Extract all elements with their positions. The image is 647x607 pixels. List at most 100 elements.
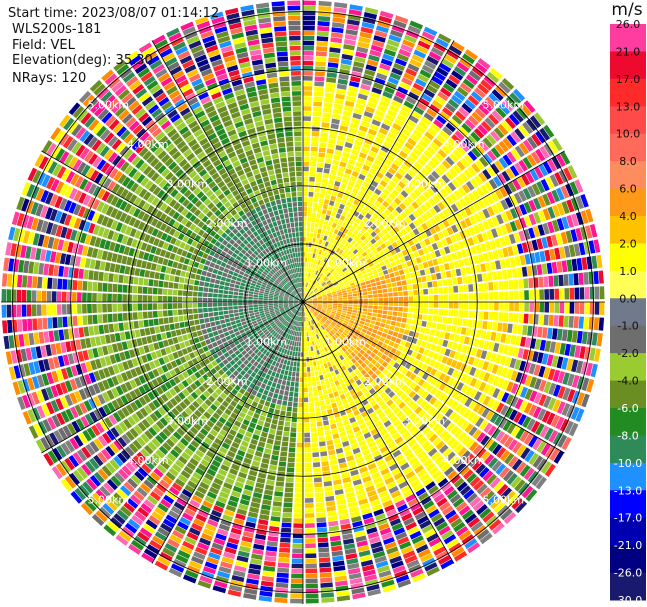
range-gate <box>292 308 296 313</box>
range-gate <box>321 122 330 128</box>
range-gate <box>246 362 253 369</box>
range-gate <box>330 314 335 318</box>
range-gate <box>402 417 411 426</box>
range-gate <box>512 346 520 358</box>
range-gate <box>559 418 570 432</box>
range-gate <box>225 477 235 485</box>
range-gate <box>322 283 327 288</box>
range-gate <box>304 262 307 267</box>
range-gate <box>524 302 529 312</box>
range-gate <box>221 348 228 354</box>
range-gate <box>499 355 507 366</box>
range-gate <box>304 462 312 468</box>
range-gate <box>424 238 431 246</box>
range-gate <box>346 264 352 270</box>
range-gate <box>328 57 340 64</box>
range-gate <box>217 329 224 335</box>
range-gate <box>278 363 283 369</box>
range-gate <box>309 309 314 313</box>
range-gate <box>292 366 297 372</box>
range-gate <box>305 316 308 322</box>
range-gate <box>289 391 294 397</box>
range-gate <box>149 539 163 551</box>
range-gate <box>360 257 366 264</box>
range-gate <box>438 294 444 301</box>
range-gate <box>327 281 332 286</box>
range-gate <box>265 443 273 450</box>
range-gate <box>319 348 323 355</box>
range-gate <box>327 297 333 300</box>
range-gate <box>383 407 392 415</box>
range-gate <box>284 327 288 333</box>
range-gate <box>196 486 208 495</box>
range-gate <box>492 321 498 331</box>
range-gate <box>41 403 51 417</box>
range-gate <box>313 287 317 292</box>
range-gate <box>446 538 459 549</box>
range-gate <box>303 332 305 337</box>
range-gate <box>159 417 169 427</box>
range-gate <box>440 559 454 570</box>
range-gate <box>303 211 307 217</box>
range-gate <box>442 106 453 117</box>
range-gate <box>313 248 317 254</box>
range-gate <box>305 306 309 310</box>
range-gate <box>256 380 262 387</box>
range-gate <box>475 329 482 338</box>
range-gate <box>502 137 513 150</box>
range-gate <box>323 219 329 226</box>
range-gate <box>303 377 308 383</box>
range-gate <box>442 419 452 429</box>
range-gate <box>313 269 317 275</box>
range-gate <box>371 449 381 458</box>
range-gate <box>294 498 303 503</box>
range-gate <box>317 297 323 300</box>
range-gate <box>330 322 336 327</box>
range-gate <box>251 389 258 396</box>
range-gate <box>462 78 475 90</box>
range-gate <box>303 35 315 41</box>
range-gate <box>529 289 535 300</box>
range-gate <box>478 381 487 392</box>
range-gate <box>316 41 328 47</box>
range-gate <box>257 320 263 325</box>
range-gate <box>509 290 514 301</box>
range-gate <box>328 344 333 350</box>
range-gate <box>239 388 246 395</box>
range-gate <box>392 565 406 574</box>
range-gate <box>421 440 431 450</box>
range-gate <box>363 325 369 330</box>
range-gate <box>332 280 338 285</box>
range-gate <box>323 235 328 241</box>
range-gate <box>306 362 310 367</box>
range-gate <box>289 366 293 372</box>
range-gate <box>243 435 251 443</box>
range-gate <box>283 502 293 508</box>
range-gate <box>449 455 460 465</box>
range-gate <box>292 309 297 313</box>
range-gate <box>303 81 313 86</box>
range-gate <box>413 161 423 170</box>
range-gate <box>575 227 583 241</box>
range-gate <box>285 308 290 311</box>
range-gate <box>396 476 406 485</box>
range-gate <box>215 357 222 364</box>
range-gate <box>352 426 361 433</box>
range-gate <box>420 181 429 190</box>
range-gate <box>342 331 348 337</box>
range-gate <box>113 455 124 467</box>
range-gate <box>319 255 323 261</box>
range-gate <box>409 133 420 143</box>
range-gate <box>312 274 315 279</box>
range-gate <box>489 477 501 489</box>
range-gate <box>117 409 126 420</box>
range-gate <box>266 339 272 345</box>
range-gate <box>299 306 302 311</box>
range-gate <box>287 311 292 316</box>
range-gate <box>467 517 481 529</box>
range-gate <box>441 198 450 208</box>
range-gate <box>410 245 418 252</box>
range-gate <box>272 393 279 399</box>
range-gate <box>300 322 302 327</box>
range-gate <box>305 563 317 569</box>
